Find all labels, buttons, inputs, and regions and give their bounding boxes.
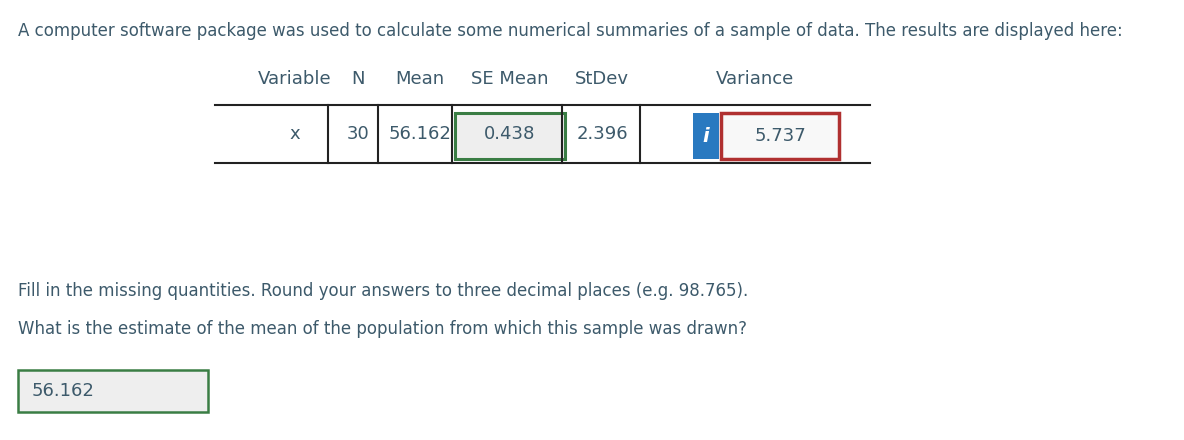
Text: A computer software package was used to calculate some numerical summaries of a : A computer software package was used to … [18,22,1122,40]
Text: Variance: Variance [716,70,794,88]
Text: 0.438: 0.438 [484,125,535,143]
Text: SE Mean: SE Mean [471,70,548,88]
Text: What is the estimate of the mean of the population from which this sample was dr: What is the estimate of the mean of the … [18,320,747,338]
Text: StDev: StDev [575,70,629,88]
Text: 5.737: 5.737 [754,127,806,145]
Text: x: x [290,125,301,143]
Text: 30: 30 [347,125,369,143]
Bar [455,113,565,159]
Bar [721,113,839,159]
Text: i: i [702,127,709,146]
Text: N: N [352,70,365,88]
Text: Fill in the missing quantities. Round your answers to three decimal places (e.g.: Fill in the missing quantities. Round yo… [18,282,748,300]
Text: 56.162: 56.162 [388,125,451,143]
Text: Mean: Mean [395,70,444,88]
Text: Variable: Variable [258,70,332,88]
Bar [18,370,208,412]
Text: 56.162: 56.162 [32,382,95,400]
Bar [693,113,719,159]
Text: 2.396: 2.396 [577,125,628,143]
